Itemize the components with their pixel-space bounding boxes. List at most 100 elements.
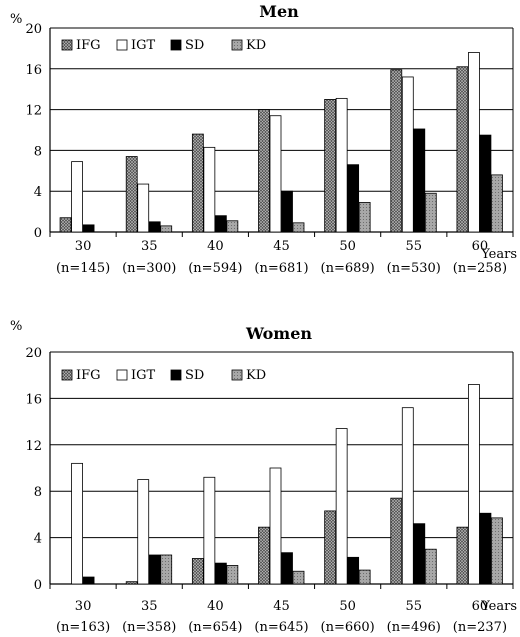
bar-ifg [258,526,270,585]
sample-size-label: (n=237) [453,620,507,635]
legend-label-kd: KD [246,368,266,383]
legend-label-igt: IGT [131,368,156,383]
legend-swatch-igt [116,369,128,381]
bar-igt [401,407,414,585]
x-tick-label: 45 [273,239,290,254]
bar-igt [137,183,150,233]
sample-size-label: (n=358) [122,620,176,635]
sample-size-label: (n=660) [321,620,375,635]
bar-igt [269,467,282,585]
bar-ifg [125,581,138,585]
sample-size-label: (n=258) [453,261,507,276]
legend-label-sd: SD [185,368,204,383]
bar-sd [347,164,360,233]
legend: IFG IGT SD KD [61,38,266,53]
bar-kd [292,570,305,585]
bar-kd [358,569,371,585]
chart-title: Men [259,2,299,21]
bar-kd [358,202,371,233]
sample-size-label: (n=645) [254,620,308,635]
x-tick-label: 60 [472,599,489,614]
bar-igt [71,161,83,233]
sample-size-label: (n=145) [56,261,110,276]
legend: IFG IGT SD KD [61,368,266,383]
y-tick-label: 8 [34,485,42,500]
bar-kd [226,565,239,585]
x-tick-label: 55 [406,599,423,614]
y-tick-label: 4 [34,185,42,200]
bar-ifg [324,510,337,585]
legend-label-ifg: IFG [76,38,101,53]
legend-swatch-ifg [61,39,73,51]
sample-size-label: (n=594) [188,261,242,276]
x-axis-label: Years [480,247,517,262]
bar-igt [335,428,348,585]
sample-size-label: (n=496) [387,620,441,635]
bar-ifg [390,497,403,585]
sample-size-label: (n=681) [254,261,308,276]
legend-label-sd: SD [185,38,204,53]
bar-sd [347,556,360,585]
bar-ifg [191,133,204,233]
bar-igt [203,146,216,233]
x-tick-label: 35 [141,599,158,614]
bar-kd [491,174,503,233]
bar-kd [226,220,239,233]
bar-sd [479,512,492,585]
bar-sd [214,562,227,585]
x-tick-label: 30 [75,239,92,254]
bar-ifg [191,558,204,585]
x-tick-label: 50 [339,599,356,614]
x-tick-label: 40 [207,599,224,614]
bar-ifg [324,99,337,233]
x-tick-label: 45 [273,599,290,614]
bar-ifg [390,69,403,233]
x-tick-label: 55 [406,239,423,254]
x-axis-label: Years [480,599,517,614]
x-tick-label: 35 [141,239,158,254]
bar-kd [424,548,437,585]
bar-ifg [125,156,138,233]
sample-size-label: (n=300) [122,261,176,276]
legend-swatch-ifg [61,369,73,381]
bar-ifg [258,109,270,233]
chart-men: Men % 0 4 8 12 16 20 30 (n=145) 35 (n=300) 40 (n=59… [10,2,517,276]
y-tick-label: 12 [25,439,42,454]
bar-igt [335,97,348,233]
bar-sd [281,552,293,585]
bar-ifg [456,66,469,233]
bar-sd [281,190,293,233]
legend-swatch-kd [231,369,243,381]
sample-size-label: (n=689) [321,261,375,276]
sample-size-label: (n=530) [387,261,441,276]
bar-ifg [456,526,469,585]
y-axis-unit: % [10,12,22,27]
bar-sd [413,523,426,585]
legend-swatch-sd [170,369,182,381]
y-tick-label: 16 [25,392,42,407]
bar-kd [424,192,437,233]
bar-igt [401,76,414,233]
legend-swatch-sd [170,39,182,51]
legend-swatch-kd [231,39,243,51]
legend-label-kd: KD [246,38,266,53]
bar-kd [491,517,503,585]
x-tick-label: 60 [472,239,489,254]
legend-label-ifg: IFG [76,368,101,383]
bar-kd [160,554,173,585]
bar-sd [413,128,426,233]
bar-sd [214,215,227,233]
legend-swatch-igt [116,39,128,51]
bar-igt [203,476,216,585]
bar-sd [479,134,492,233]
y-tick-label: 20 [25,346,42,361]
bar-igt [71,462,83,585]
bar-kd [292,222,305,233]
x-tick-label: 40 [207,239,224,254]
bar-sd [82,224,95,233]
bar-igt [137,479,150,585]
y-tick-label: 16 [25,63,42,78]
y-tick-label: 0 [34,578,42,593]
bar-igt [468,52,480,233]
